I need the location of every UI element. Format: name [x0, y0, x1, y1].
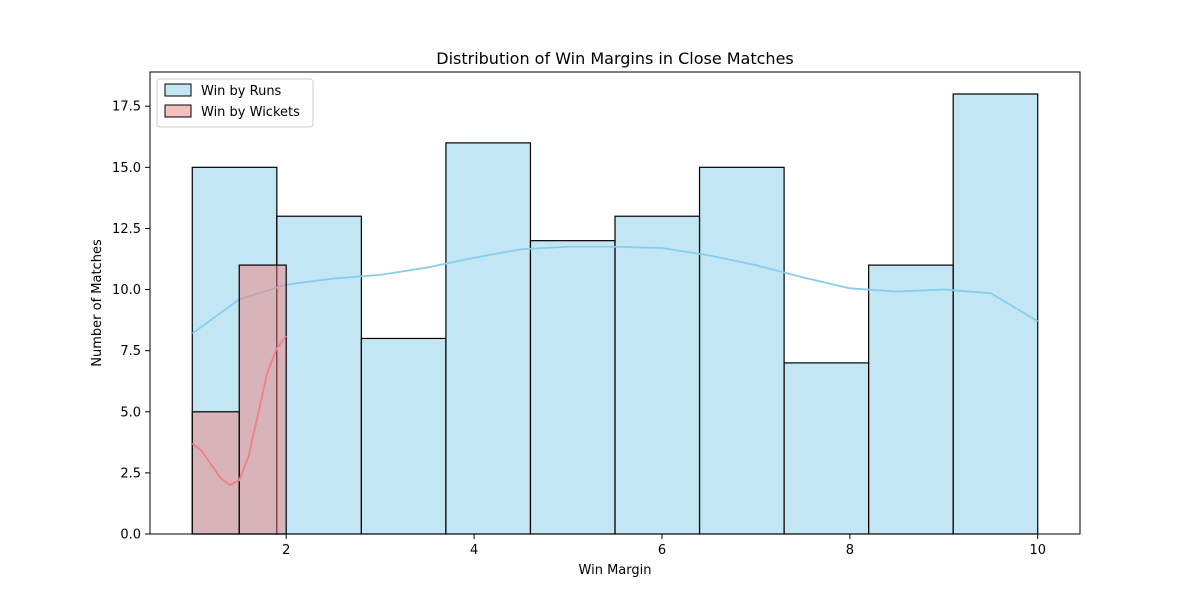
x-tick-label: 6 [658, 543, 666, 558]
y-tick-label: 17.5 [112, 100, 141, 115]
y-tick-label: 5.0 [120, 405, 141, 420]
histogram-bar [783, 362, 870, 535]
legend-swatch-runs [164, 83, 192, 97]
y-tick-label: 0.0 [120, 528, 141, 543]
chart-title: Distribution of Win Margins in Close Mat… [436, 49, 794, 68]
y-tick-label: 2.5 [120, 466, 141, 481]
histogram-bar [868, 264, 954, 535]
y-tick-label: 7.5 [120, 344, 141, 359]
histogram-bar [238, 264, 287, 535]
x-axis-title: Win Margin [579, 563, 652, 578]
y-tick-label: 12.5 [112, 222, 141, 237]
histogram-bar [276, 215, 362, 535]
histogram-bar [191, 411, 240, 535]
y-tick-label: 10.0 [112, 283, 141, 298]
y-axis: 0.0 2.5 5.0 7.5 10.0 12.5 15.0 17.5 [112, 100, 150, 543]
axes-frame [149, 71, 1081, 535]
legend-label-wickets: Win by Wickets [201, 105, 300, 120]
x-axis: 2 4 6 8 10 [282, 534, 1046, 558]
y-axis-title: Number of Matches [90, 239, 105, 367]
kde-line [191, 245, 1039, 335]
series-1 [191, 264, 287, 535]
histogram-bar [698, 166, 785, 535]
histogram-bar [529, 240, 616, 535]
legend: Win by Runs Win by Wickets [156, 78, 314, 128]
legend-swatch-wickets [164, 104, 192, 118]
histogram-bar [952, 93, 1039, 535]
x-tick-label: 2 [282, 543, 290, 558]
histogram-bar [360, 337, 447, 535]
x-tick-label: 8 [846, 543, 854, 558]
plot-area [191, 93, 1039, 535]
y-tick-label: 15.0 [112, 161, 141, 176]
legend-frame [156, 78, 314, 128]
x-tick-label: 4 [470, 543, 478, 558]
histogram-bar [614, 215, 701, 535]
histogram-bar [445, 142, 532, 535]
series-0 [191, 93, 1039, 535]
x-tick-label: 10 [1029, 543, 1046, 558]
legend-label-runs: Win by Runs [201, 84, 282, 99]
kde-line [191, 335, 287, 487]
